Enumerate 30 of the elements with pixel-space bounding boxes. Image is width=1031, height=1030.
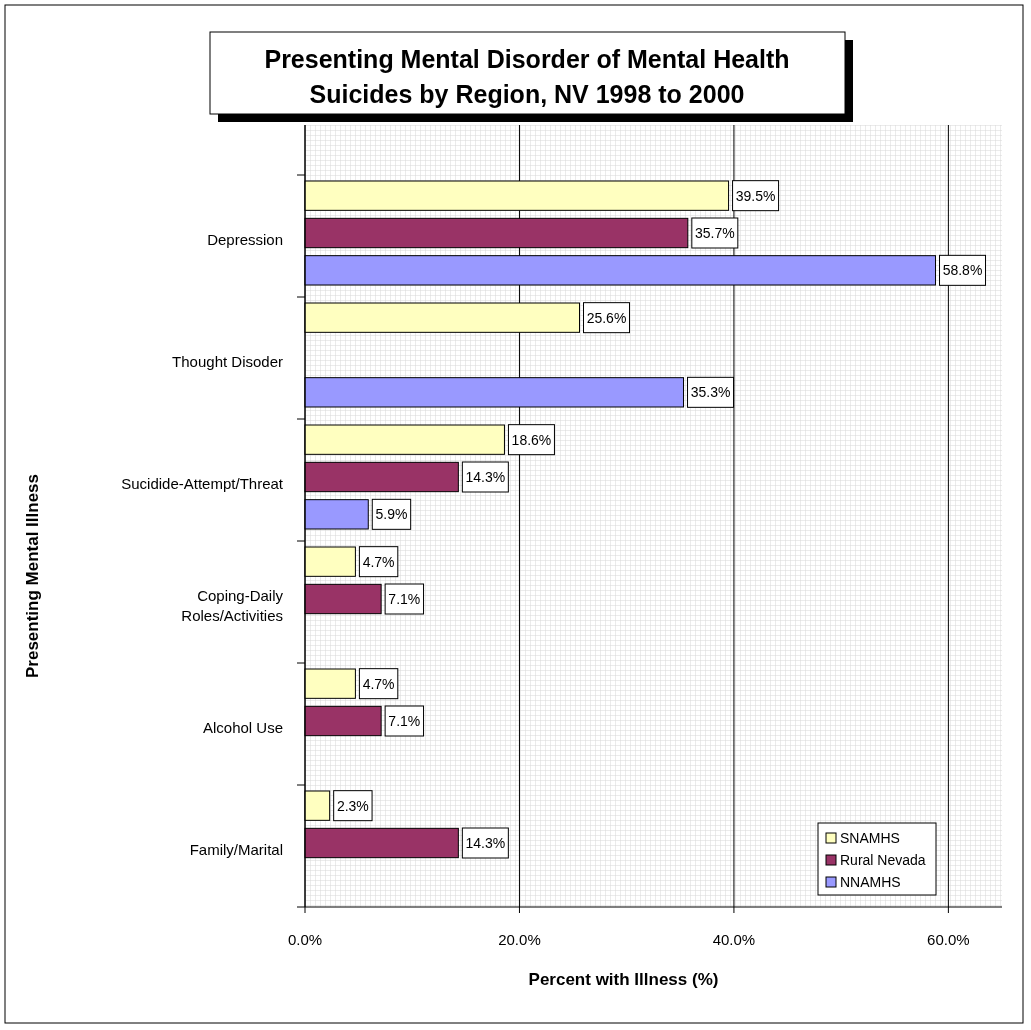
data-label: 25.6% [586, 309, 627, 326]
data-label: 14.3% [465, 835, 506, 851]
data-label: 39.5% [735, 187, 776, 204]
x-tick-label: 40.0% [712, 931, 756, 948]
y-tick-label: Family/Marital [189, 841, 283, 858]
data-label: 35.3% [690, 384, 731, 401]
data-label: 58.8% [942, 262, 983, 279]
y-tick-label: Alcohol Use [202, 719, 283, 736]
chart-title: Presenting Mental Disorder of Mental Health Suicides by Region, NV 1998 to 2000 [264, 45, 790, 108]
data-label: 18.6% [511, 431, 552, 448]
data-label: 7.1% [388, 713, 421, 729]
y-tick-label: Depression [207, 231, 283, 248]
legend-label: Rural Nevada [840, 852, 926, 868]
data-label: 2.3% [336, 797, 369, 814]
x-tick-label: 60.0% [927, 931, 970, 948]
legend-label: NNAMHS [840, 874, 901, 890]
data-label: 35.7% [694, 225, 735, 241]
data-label: 14.3% [465, 469, 506, 485]
y-tick-label: Coping-Daily Roles/Activities [181, 587, 284, 624]
data-label: 5.9% [375, 506, 408, 523]
legend-label: SNAMHS [840, 830, 900, 846]
data-label: 7.1% [388, 591, 421, 607]
y-tick-label: Sucidide-Attempt/Threat [121, 475, 284, 492]
x-axis-title: Percent with Illness (%) [528, 970, 719, 989]
data-label: 4.7% [362, 553, 395, 570]
x-tick-label: 20.0% [498, 931, 541, 948]
x-tick-label: 0.0% [287, 931, 323, 948]
y-axis-title: Presenting Mental Illness [23, 473, 42, 679]
y-tick-label: Thought Disoder [172, 353, 283, 370]
data-label: 4.7% [362, 675, 395, 692]
